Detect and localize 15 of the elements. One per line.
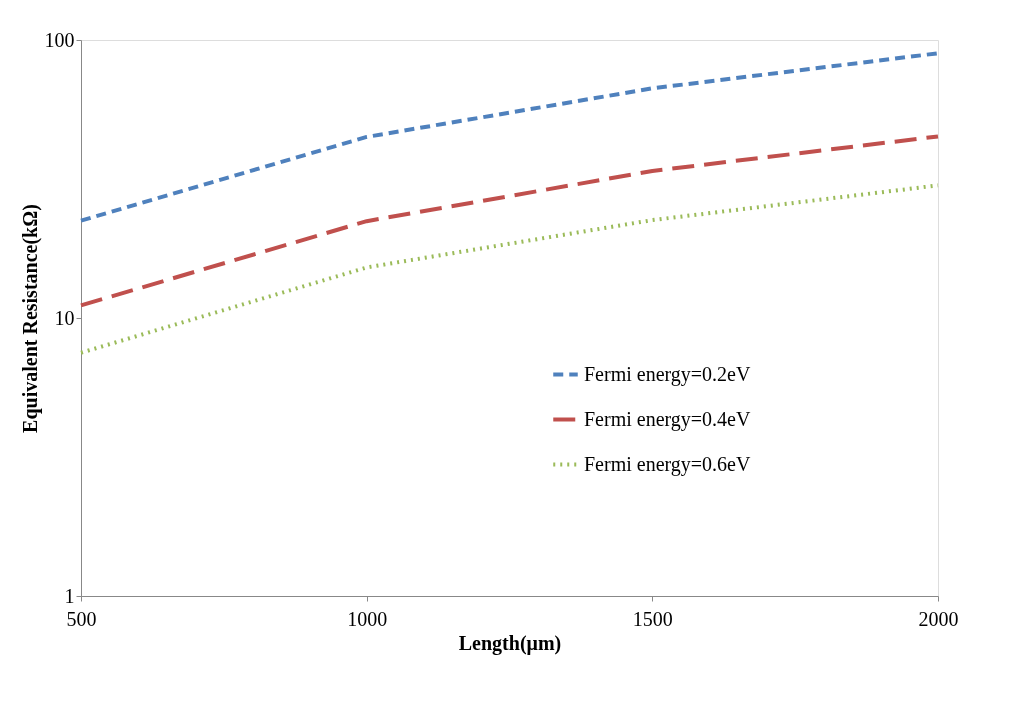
x-axis-title: Length(μm) bbox=[458, 631, 562, 655]
legend-label: Fermi energy=0.6eV bbox=[584, 452, 751, 476]
y-tick-label: 1 bbox=[64, 584, 75, 607]
x-tick-label: 500 bbox=[66, 607, 97, 630]
x-tick-label: 1500 bbox=[632, 607, 673, 630]
line-series bbox=[79, 134, 940, 308]
legend-label: Fermi energy=0.4eV bbox=[584, 407, 751, 431]
legend-label: Fermi energy=0.2eV bbox=[584, 362, 751, 386]
y-axis-title: Equivalent Resistance(kΩ) bbox=[18, 204, 42, 433]
line-series bbox=[79, 183, 940, 355]
y-tick-label: 100 bbox=[44, 28, 75, 51]
x-tick-label: 1000 bbox=[347, 607, 388, 630]
x-tick-label: 2000 bbox=[918, 607, 959, 630]
line-series bbox=[79, 51, 940, 223]
y-tick-label: 10 bbox=[54, 306, 75, 329]
